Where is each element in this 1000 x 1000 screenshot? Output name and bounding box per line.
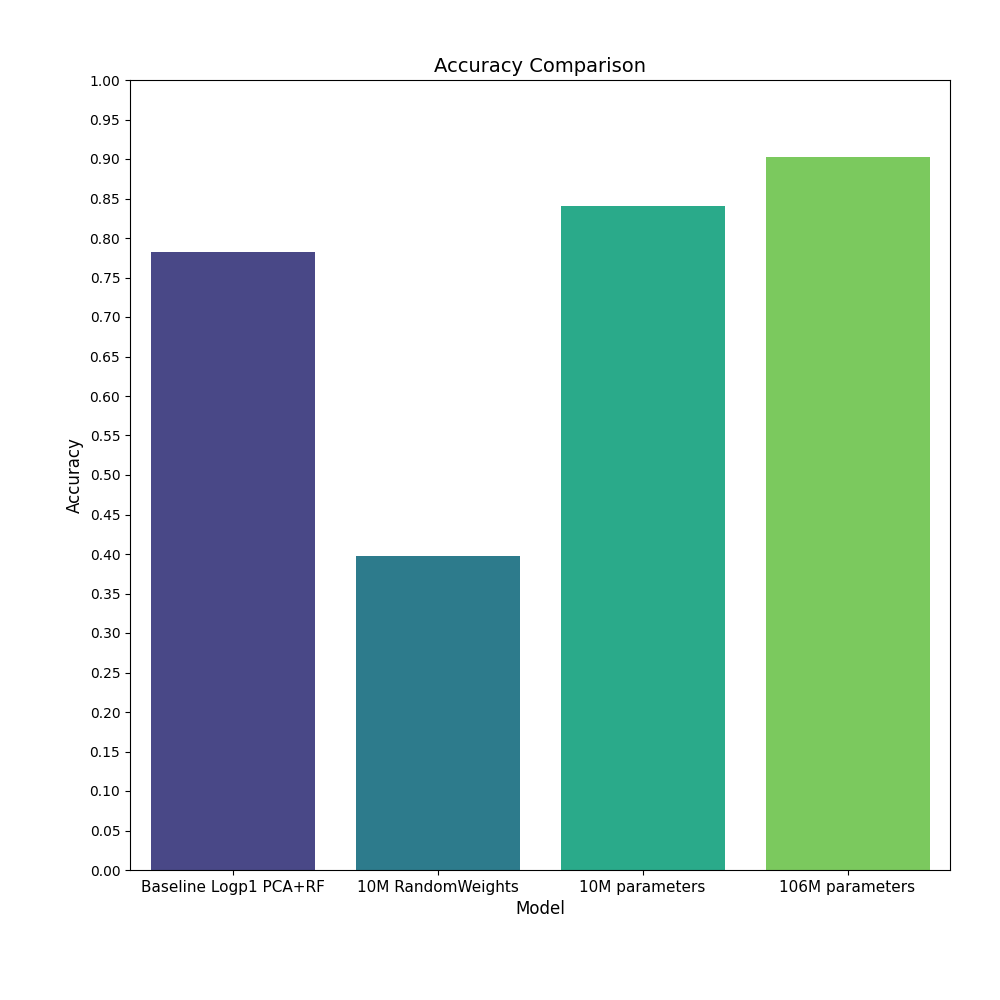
Bar bbox=[150, 252, 314, 870]
Bar bbox=[356, 556, 520, 870]
Bar bbox=[560, 206, 724, 870]
Title: Accuracy Comparison: Accuracy Comparison bbox=[434, 57, 646, 76]
X-axis label: Model: Model bbox=[515, 900, 565, 918]
Bar bbox=[766, 157, 930, 870]
Y-axis label: Accuracy: Accuracy bbox=[66, 437, 84, 513]
